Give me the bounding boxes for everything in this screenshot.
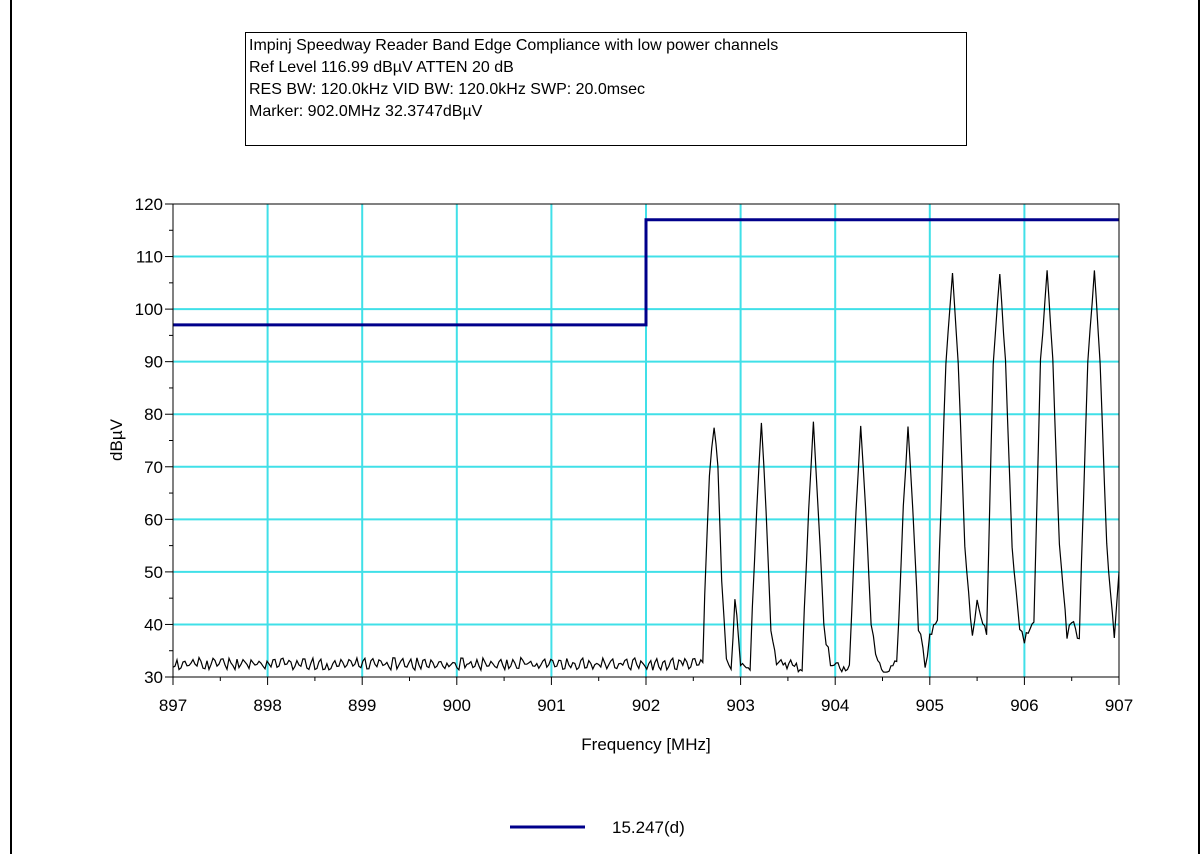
y-tick-label: 90 [144, 353, 163, 372]
series-lines [172, 218, 1120, 673]
ref-level-line: Ref Level 116.99 dBµV ATTEN 20 dB [249, 59, 514, 76]
y-tick-label: 30 [144, 668, 163, 687]
x-tick-label: 898 [253, 696, 281, 715]
y-tick-label: 120 [135, 195, 163, 214]
x-tick-label: 901 [537, 696, 565, 715]
x-tick-label: 902 [632, 696, 660, 715]
x-tick-label: 900 [443, 696, 471, 715]
x-tick-label: 904 [821, 696, 849, 715]
bandwidth-line: RES BW: 120.0kHz VID BW: 120.0kHz SWP: 2… [249, 81, 645, 98]
x-tick-label: 903 [726, 696, 754, 715]
x-tick-label: 907 [1105, 696, 1133, 715]
x-tick-label: 905 [916, 696, 944, 715]
grid-lines [173, 204, 1119, 677]
x-tick-label: 897 [159, 696, 187, 715]
series-limit-line [173, 218, 1119, 327]
legend-label-limit: 15.247(d) [612, 818, 685, 837]
chart-info-box: Impinj Speedway Reader Band Edge Complia… [245, 32, 967, 146]
marker-line: Marker: 902.0MHz 32.3747dBµV [249, 103, 483, 120]
x-tick-label: 906 [1010, 696, 1038, 715]
x-axis-label: Frequency [MHz] [581, 735, 710, 754]
y-tick-label: 60 [144, 510, 163, 529]
legend: 15.247(d) [510, 818, 685, 837]
axis-ticks [165, 203, 1120, 685]
y-tick-label: 80 [144, 405, 163, 424]
chart-title: Impinj Speedway Reader Band Edge Complia… [249, 37, 779, 54]
tick-labels: 897 898 899 900 901 902 903 904 905 906 907 30 40 50 6… [135, 195, 1134, 715]
y-tick-label: 40 [144, 615, 163, 634]
y-tick-label: 70 [144, 458, 163, 477]
y-tick-label: 110 [136, 248, 163, 267]
y-tick-label: 100 [135, 300, 163, 319]
x-tick-label: 899 [348, 696, 376, 715]
y-tick-label: 50 [144, 563, 163, 582]
series-measured-trace [172, 270, 1120, 673]
y-axis-label: dBµV [107, 418, 126, 461]
chart-frame [10, 0, 1200, 854]
